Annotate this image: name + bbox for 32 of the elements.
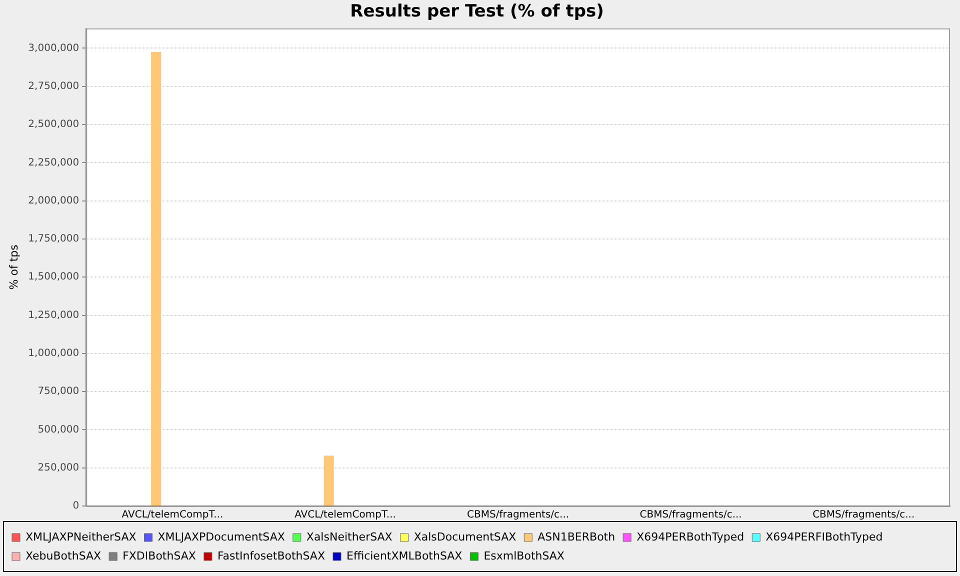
y-tick-label: 0	[72, 500, 80, 512]
y-tick-label: 2,250,000	[28, 157, 80, 168]
y-tick-label: 1,500,000	[28, 272, 80, 283]
x-tick-label: AVCL/telemCompT...	[122, 510, 224, 521]
y-tick-label: 1,000,000	[28, 348, 80, 360]
x-tick-label: CBMS/fragments/c...	[640, 510, 742, 521]
y-tick-label: 500,000	[38, 424, 80, 436]
legend-label: X694PERBothTyped	[636, 530, 744, 544]
y-axis-title: % of tps	[7, 244, 20, 290]
legend-label: EsxmlBothSAX	[484, 549, 565, 562]
chart-title: Results per Test (% of tps)	[350, 2, 604, 22]
x-tick-label: AVCL/telemCompT...	[294, 510, 396, 521]
x-tick-label: CBMS/fragments/c...	[812, 510, 915, 521]
x-tick-label: CBMS/fragments/c...	[467, 510, 570, 521]
y-tick-label: 2,750,000	[28, 80, 80, 92]
y-tick-label: 3,000,000	[28, 42, 80, 54]
legend-label: FXDIBothSAX	[122, 549, 196, 562]
legend-label: FastInfosetBothSAX	[217, 549, 326, 562]
y-tick-label: 250,000	[38, 462, 80, 474]
y-tick-label: 750,000	[38, 386, 80, 398]
legend-label: XMLJAXPDocumentSAX	[158, 530, 286, 544]
y-tick-label: 2,500,000	[28, 119, 80, 130]
legend-label: XalsNeitherSAX	[306, 530, 393, 544]
legend-label: X694PERFIBothTyped	[766, 530, 883, 544]
y-tick-label: 1,250,000	[28, 310, 80, 321]
legend-label: XalsDocumentSAX	[414, 530, 517, 544]
y-tick-label: 2,000,000	[28, 195, 80, 206]
legend-label: EfficientXMLBothSAX	[346, 549, 463, 562]
legend-label: XMLJAXPNeitherSAX	[26, 530, 137, 544]
legend-label: XebuBothSAX	[26, 549, 102, 562]
y-tick-label: 1,750,000	[28, 234, 80, 245]
legend-label: ASN1BERBoth	[538, 530, 616, 544]
